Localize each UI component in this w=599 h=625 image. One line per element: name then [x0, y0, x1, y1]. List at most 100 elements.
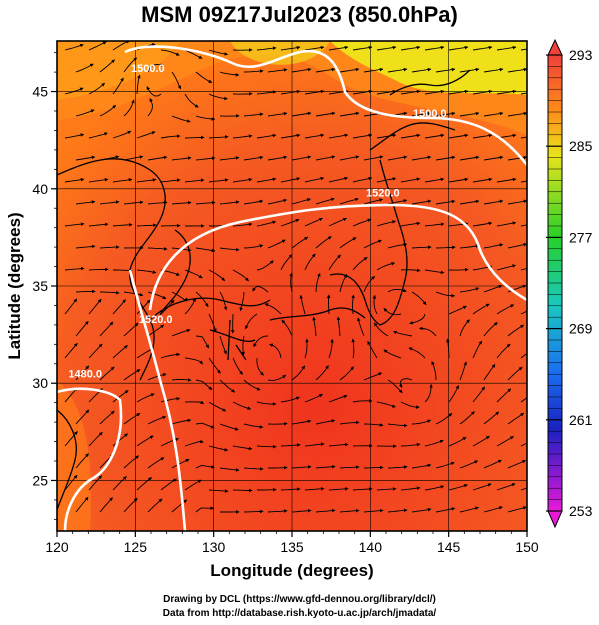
wind-arrow — [184, 178, 205, 183]
wind-arrow — [424, 384, 433, 403]
wind-arrow — [195, 71, 213, 84]
wind-arrow — [171, 458, 190, 469]
wind-arrow — [75, 200, 96, 205]
colorbar-label: 285 — [569, 138, 593, 154]
wind-streamlines — [64, 41, 527, 514]
wind-arrow — [219, 247, 240, 252]
wind-arrow — [280, 133, 301, 139]
wind-arrow — [195, 422, 215, 429]
wind-arrow — [291, 198, 311, 205]
wind-arrow — [160, 49, 180, 56]
wind-arrow — [267, 111, 288, 117]
wind-arrow — [64, 343, 78, 359]
wind-arrow — [363, 465, 384, 470]
contour-label: 1520.0 — [366, 188, 400, 200]
wind-arrow — [387, 379, 403, 394]
colorbar-label: 253 — [569, 503, 593, 519]
wind-arrow — [252, 285, 269, 293]
wind-arrow — [373, 322, 389, 337]
wind-arrow — [195, 291, 209, 308]
wind-arrow — [363, 198, 383, 205]
wind-arrow — [160, 134, 181, 139]
wind-arrow — [411, 463, 432, 469]
wind-arrow — [64, 222, 85, 227]
y-tick-label: 25 — [32, 472, 48, 488]
wind-arrow — [243, 423, 264, 429]
wind-arrow — [64, 43, 84, 51]
wind-arrow — [472, 177, 493, 183]
wind-arrow — [459, 155, 480, 161]
wind-arrow — [232, 269, 249, 282]
wind-arrow — [243, 467, 264, 471]
wind-arrow — [483, 506, 503, 513]
wind-arrow — [387, 67, 408, 73]
wind-arrow — [280, 177, 301, 183]
wind-arrow — [136, 223, 157, 228]
wind-arrow — [88, 82, 105, 95]
wind-arrow — [267, 374, 287, 381]
wind-arrow — [147, 155, 168, 161]
x-axis-title: Longitude (degrees) — [210, 561, 373, 580]
wind-arrow — [315, 365, 329, 381]
wind-arrow — [507, 412, 525, 425]
wind-arrow — [147, 98, 153, 117]
wind-arrow — [123, 322, 139, 337]
wind-arrow — [184, 357, 203, 365]
wind-arrow — [351, 338, 355, 359]
wind-arrow — [291, 508, 312, 513]
credits-line-2: Data from http://database.rish.kyoto-u.a… — [162, 608, 437, 619]
wind-arrow — [208, 135, 229, 139]
wind-arrow — [459, 199, 480, 205]
wind-arrow — [88, 222, 109, 227]
y-axis-title: Latitude (degrees) — [5, 212, 24, 359]
wind-arrow — [352, 487, 373, 491]
wind-arrow — [328, 133, 349, 139]
wind-arrow — [267, 198, 288, 205]
wind-arrow — [435, 461, 455, 469]
chart-title: MSM 09Z17Jul2023 (850.0hPa) — [141, 2, 458, 27]
wind-arrow — [112, 299, 126, 315]
wind-arrow — [363, 508, 384, 513]
wind-arrow — [387, 155, 408, 161]
wind-arrow — [352, 399, 373, 403]
wind-arrow — [520, 352, 527, 359]
wind-arrow — [267, 509, 288, 513]
wind-arrow — [256, 90, 277, 95]
wind-arrow — [123, 99, 135, 117]
wind-arrow — [435, 245, 456, 250]
wind-arrow — [435, 155, 456, 161]
wind-arrow — [483, 284, 503, 293]
y-axis: 25 30 35 40 45 — [32, 52, 57, 520]
wind-arrow — [315, 111, 336, 117]
wind-arrow — [312, 316, 317, 337]
wind-arrow — [339, 465, 360, 469]
wind-arrow — [232, 401, 252, 410]
wind-arrow — [195, 335, 210, 349]
y-tick-label: 40 — [32, 181, 48, 197]
wind-arrow — [123, 57, 138, 73]
wind-arrow — [387, 465, 408, 469]
wind-arrow — [239, 291, 245, 312]
wind-arrow — [411, 111, 432, 117]
wind-arrow — [409, 313, 426, 325]
wind-arrow — [245, 313, 258, 330]
wind-arrow — [339, 155, 360, 161]
wind-arrow — [147, 373, 167, 381]
wind-arrow — [328, 254, 342, 271]
wind-arrow — [520, 442, 527, 447]
wind-arrow — [520, 267, 527, 271]
wind-arrow — [483, 111, 504, 117]
wind-arrow — [280, 443, 301, 447]
wind-arrow — [328, 217, 347, 227]
wind-arrow — [219, 114, 240, 118]
wind-arrow — [219, 335, 227, 355]
wind-arrow — [387, 199, 408, 205]
wind-arrow — [99, 290, 120, 295]
wind-arrow — [112, 433, 128, 447]
wind-arrow — [357, 317, 365, 337]
wind-arrow — [339, 508, 360, 513]
wind-arrow — [448, 305, 467, 315]
wind-arrow — [400, 45, 421, 51]
wind-arrow — [299, 294, 306, 315]
